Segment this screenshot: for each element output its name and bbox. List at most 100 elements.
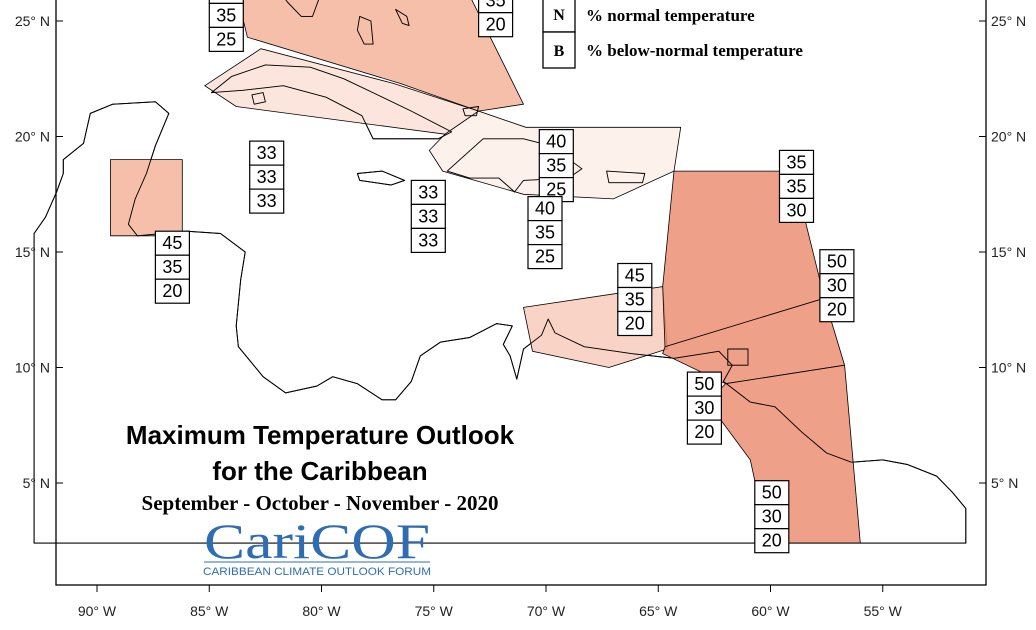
probability-value: 33 bbox=[257, 191, 277, 211]
probability-value: 50 bbox=[694, 374, 714, 394]
probability-box: 50 30 20 bbox=[754, 480, 790, 554]
legend-box-n bbox=[542, 0, 576, 33]
probability-value: 35 bbox=[216, 5, 236, 25]
coast-cuba bbox=[211, 64, 453, 140]
probability-value: 35 bbox=[535, 223, 555, 243]
coast-central-america bbox=[33, 101, 967, 544]
probability-value: 50 bbox=[827, 252, 847, 272]
coast-jamaica bbox=[356, 170, 406, 186]
probability-cell bbox=[538, 129, 574, 155]
coast-great-inagua bbox=[462, 106, 480, 117]
probability-value: 33 bbox=[418, 206, 438, 226]
map-frame bbox=[55, 0, 987, 586]
legend-text-n: % normal temperature bbox=[586, 6, 755, 25]
probability-cell bbox=[778, 149, 815, 175]
probability-value: 35 bbox=[786, 176, 806, 196]
region-belize bbox=[110, 159, 183, 237]
probability-cell bbox=[754, 528, 790, 554]
probability-value: 40 bbox=[216, 0, 236, 1]
lon-label: 90° W bbox=[78, 603, 117, 619]
probability-value: 30 bbox=[762, 507, 782, 527]
probability-value: 45 bbox=[625, 266, 645, 286]
legend-letter-b: B bbox=[554, 43, 565, 60]
legend-text-b: % below-normal temperature bbox=[586, 41, 803, 60]
probability-cell bbox=[754, 504, 790, 530]
probability-cell bbox=[410, 203, 446, 229]
probability-value: 33 bbox=[257, 167, 277, 187]
lat-label-left: 20° N bbox=[15, 129, 50, 145]
probability-cell bbox=[527, 244, 563, 270]
probability-value: 30 bbox=[827, 276, 847, 296]
probability-value: 40 bbox=[535, 199, 555, 219]
coast-isla-juventud bbox=[251, 92, 266, 105]
probability-value: 45 bbox=[162, 233, 182, 253]
map-subtitle: September - October - November - 2020 bbox=[142, 491, 499, 515]
probability-value: 30 bbox=[786, 200, 806, 220]
lon-label: 80° W bbox=[302, 603, 341, 619]
probability-value: 30 bbox=[694, 398, 714, 418]
lat-label-right: 25° N bbox=[991, 13, 1026, 29]
probability-value: 35 bbox=[162, 257, 182, 277]
probability-value: 20 bbox=[827, 300, 847, 320]
probability-cell bbox=[538, 153, 574, 179]
probability-cell bbox=[249, 188, 285, 214]
probability-box: 33 33 33 bbox=[410, 179, 446, 253]
probability-value: 20 bbox=[162, 281, 182, 301]
probability-box: 50 30 20 bbox=[819, 249, 855, 323]
probability-box: 35 35 30 bbox=[778, 149, 815, 223]
probability-value: 33 bbox=[418, 182, 438, 202]
lat-label-left: 10° N bbox=[15, 360, 50, 376]
probability-cell bbox=[154, 278, 190, 304]
probability-value: 25 bbox=[546, 180, 566, 200]
probability-cell bbox=[819, 273, 855, 299]
probability-value: 35 bbox=[486, 0, 506, 11]
probability-value: 20 bbox=[486, 15, 506, 35]
probability-box: 33 33 33 bbox=[249, 140, 285, 214]
probability-value: 20 bbox=[762, 531, 782, 551]
probability-cell bbox=[208, 26, 244, 52]
probability-cell bbox=[819, 297, 855, 323]
map-title-line2: for the Caribbean bbox=[212, 456, 427, 486]
coast-andros bbox=[356, 15, 374, 45]
probability-box: 40 35 25 bbox=[208, 0, 244, 52]
probability-box: 40 35 25 bbox=[538, 129, 574, 203]
caricof-logo: CariCOF CARIBBEAN CLIMATE OUTLOOK FORUM bbox=[203, 513, 431, 578]
probability-value: 20 bbox=[625, 314, 645, 334]
probability-value: 50 bbox=[762, 483, 782, 503]
coast-eleuthera bbox=[395, 8, 410, 27]
probability-cell bbox=[617, 286, 653, 313]
probability-value: 40 bbox=[546, 132, 566, 152]
coast-trinidad bbox=[727, 348, 749, 366]
probability-value: 33 bbox=[418, 230, 438, 250]
lon-label: 65° W bbox=[639, 603, 678, 619]
probability-cell bbox=[754, 480, 790, 506]
lat-label-right: 20° N bbox=[991, 129, 1026, 145]
probability-box-layer: 4035253520403525353530333333333333403525… bbox=[154, 0, 855, 554]
logo-subtitle: CARIBBEAN CLIMATE OUTLOOK FORUM bbox=[203, 566, 431, 578]
lon-label: 85° W bbox=[190, 603, 229, 619]
probability-value: 25 bbox=[535, 247, 555, 267]
probability-cell bbox=[410, 227, 446, 253]
lon-label: 60° W bbox=[751, 603, 790, 619]
probability-value: 35 bbox=[625, 290, 645, 310]
legend-letter-n: N bbox=[553, 7, 565, 24]
lat-label-left: 5° N bbox=[23, 475, 50, 491]
legend: N % normal temperature B % below-normal … bbox=[542, 0, 803, 69]
probability-cell bbox=[686, 419, 723, 445]
probability-cell bbox=[617, 310, 653, 337]
probability-box: 45 35 20 bbox=[154, 230, 190, 304]
lat-label-left: 15° N bbox=[15, 244, 50, 260]
probability-value: 35 bbox=[546, 156, 566, 176]
legend-box-b bbox=[542, 31, 576, 69]
logo-wordmark: CariCOF bbox=[204, 513, 430, 569]
probability-cell bbox=[686, 371, 723, 397]
coast-puerto-rico bbox=[606, 170, 646, 184]
probability-box: 45 35 20 bbox=[617, 262, 653, 337]
lat-label-right: 5° N bbox=[991, 475, 1018, 491]
lon-label: 75° W bbox=[415, 603, 454, 619]
probability-value: 20 bbox=[694, 422, 714, 442]
map-title-line1: Maximum Temperature Outlook bbox=[126, 420, 515, 450]
probability-box: 40 35 25 bbox=[527, 196, 563, 270]
